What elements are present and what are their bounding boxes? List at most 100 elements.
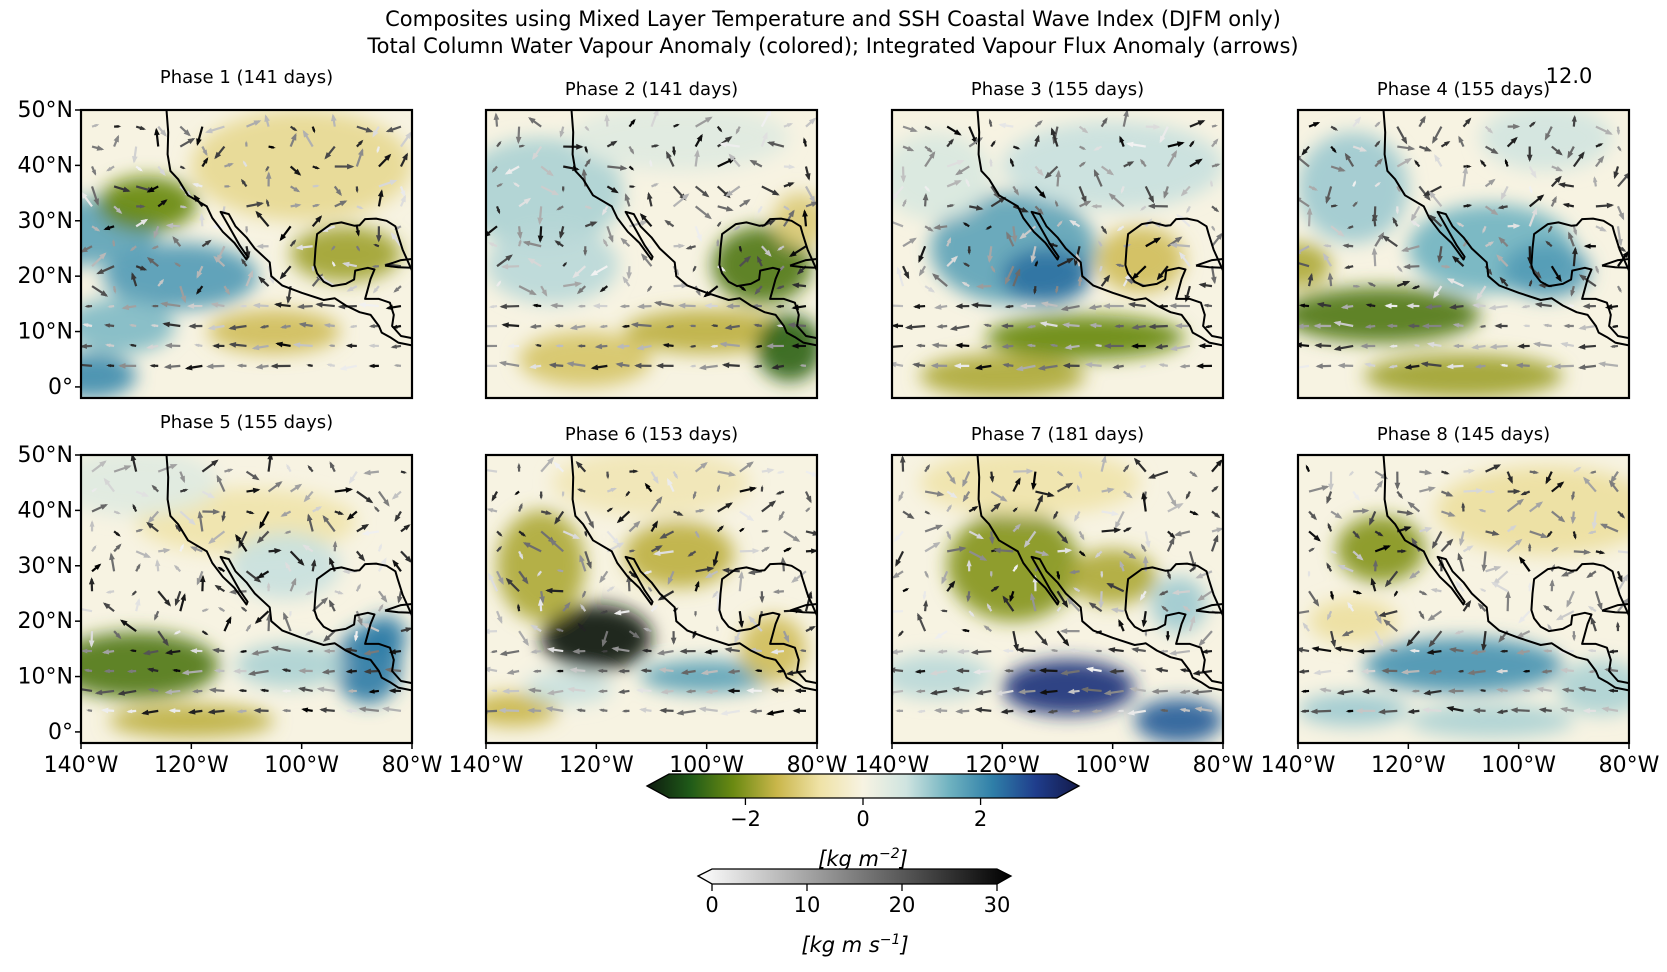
colorbar-tick-label: 20 bbox=[889, 893, 916, 917]
map-panel-3: Phase 3 (155 days) bbox=[881, 79, 1223, 398]
flux-arrow-head bbox=[885, 609, 892, 615]
x-tick-label: 120°W bbox=[154, 753, 229, 778]
flux-arrow-head bbox=[884, 344, 892, 350]
figure-title-line-1: Composites using Mixed Layer Temperature… bbox=[385, 7, 1281, 31]
figure-title-line-2: Total Column Water Vapour Anomaly (color… bbox=[366, 34, 1298, 58]
x-tick-label: 140°W bbox=[449, 753, 524, 778]
panel-title: Phase 8 (145 days) bbox=[1377, 424, 1550, 445]
panel-title: Phase 3 (155 days) bbox=[971, 79, 1144, 100]
tcwv-colorbar: [kg m−2] −2 0 2 bbox=[647, 774, 1079, 871]
flux-arrow-shaft bbox=[886, 346, 903, 347]
y-tick-label: 10°N bbox=[18, 665, 73, 690]
flux-colorbar-label: [kg m s−1] bbox=[801, 932, 908, 957]
y-tick-label: 30°N bbox=[18, 209, 73, 234]
flux-arrow-head bbox=[884, 219, 892, 224]
flux-arrow-head bbox=[1289, 365, 1297, 371]
flux-arrow-shaft bbox=[886, 611, 903, 612]
y-tick-label: 40°N bbox=[18, 153, 73, 178]
map-panel-2: Phase 2 (141 days) bbox=[458, 79, 828, 398]
tcwv-anomaly-blob bbox=[109, 704, 274, 737]
tcwv-anomaly-blob bbox=[1408, 704, 1574, 737]
y-tick-label: 10°N bbox=[18, 320, 73, 345]
y-tick-label: 50°N bbox=[18, 98, 73, 123]
panel-title: Phase 7 (181 days) bbox=[971, 424, 1144, 445]
tcwv-anomaly-blob bbox=[291, 226, 401, 281]
tcwv-anomaly-blob bbox=[1364, 638, 1563, 693]
tcwv-anomaly-blob bbox=[986, 315, 1185, 359]
tcwv-anomaly-blob bbox=[552, 449, 751, 515]
flux-arrow-shaft bbox=[77, 365, 93, 366]
y-tick-label: 0° bbox=[48, 720, 73, 745]
colorbar-tick-label: −2 bbox=[730, 807, 761, 831]
y-tick-label: 50°N bbox=[18, 443, 73, 468]
map-panels: Phase 1 (141 days) 50°N 40°N 30°N 20°N 10°N 0°… bbox=[4, 67, 1660, 778]
flux-arrow-head bbox=[477, 467, 485, 473]
x-tick-label: 100°W bbox=[264, 753, 339, 778]
flux-colorbar-bar bbox=[698, 869, 1011, 884]
map-panel-1: Phase 1 (141 days) 50°N 40°N 30°N 20°N 10°N 0° bbox=[4, 67, 412, 400]
x-tick-label: 80°W bbox=[382, 753, 443, 778]
tcwv-colorbar-label: [kg m−2] bbox=[818, 846, 908, 871]
tcwv-anomaly-blob bbox=[773, 193, 828, 248]
tcwv-field bbox=[458, 104, 828, 398]
y-tick-label: 40°N bbox=[18, 498, 73, 523]
flux-arrow-head bbox=[73, 606, 81, 612]
flux-arrow-head bbox=[479, 363, 486, 369]
x-tick-label: 100°W bbox=[1075, 753, 1150, 778]
map-panel-8: Phase 8 (145 days) 140°W 120°W 100°W 80°W bbox=[1261, 424, 1660, 778]
tcwv-anomaly-blob bbox=[1096, 226, 1184, 292]
tcwv-field bbox=[469, 449, 817, 743]
panel-title: Phase 5 (155 days) bbox=[160, 412, 333, 433]
flux-arrow-shaft bbox=[886, 305, 903, 306]
tcwv-anomaly-blob bbox=[920, 449, 1141, 515]
tcwv-anomaly-blob bbox=[1281, 287, 1480, 342]
tcwv-anomaly-blob bbox=[1151, 577, 1206, 632]
tcwv-anomaly-blob bbox=[53, 449, 219, 515]
x-tick-label: 80°W bbox=[1599, 753, 1660, 778]
flux-arrow-head bbox=[476, 323, 483, 329]
flux-colorbar: [kg m s−1] 0 10 20 30 bbox=[698, 869, 1011, 957]
flux-arrow-head bbox=[884, 303, 891, 309]
flux-arrow-head bbox=[1629, 550, 1637, 556]
x-tick-label: 100°W bbox=[1481, 753, 1556, 778]
y-tick-label: 20°N bbox=[18, 609, 73, 634]
colorbar-tick-label: 10 bbox=[794, 893, 821, 917]
panel-title: Phase 4 (155 days) bbox=[1377, 79, 1550, 100]
colorbar-tick-label: 0 bbox=[856, 807, 869, 831]
tcwv-anomaly-blob bbox=[920, 354, 1085, 398]
tcwv-anomaly-blob bbox=[1298, 693, 1408, 726]
tcwv-colorbar-bar bbox=[647, 774, 1079, 798]
colorbar-tick-label: 0 bbox=[705, 893, 718, 917]
tcwv-anomaly-blob bbox=[1002, 660, 1134, 715]
tcwv-anomaly-blob bbox=[1135, 699, 1223, 743]
x-tick-label: 120°W bbox=[559, 753, 634, 778]
map-panel-4: Phase 4 (155 days) bbox=[1265, 79, 1631, 398]
quiver-key-label: 12.0 bbox=[1546, 64, 1593, 88]
tcwv-field bbox=[881, 110, 1223, 398]
y-tick-label: 30°N bbox=[18, 554, 73, 579]
tcwv-anomaly-blob bbox=[1364, 354, 1563, 398]
y-tick-label: 20°N bbox=[18, 264, 73, 289]
x-tick-label: 120°W bbox=[1371, 753, 1446, 778]
tcwv-anomaly-blob bbox=[519, 332, 651, 387]
tcwv-anomaly-blob bbox=[53, 632, 219, 698]
tcwv-anomaly-blob bbox=[1502, 243, 1590, 298]
flux-arrow-shaft bbox=[482, 711, 497, 712]
tcwv-anomaly-blob bbox=[208, 309, 340, 353]
map-panel-5: Phase 5 (155 days) 50°N 40°N 30°N 20°N 10°N 0°… bbox=[18, 412, 443, 778]
x-tick-label: 140°W bbox=[44, 753, 119, 778]
panel-title: Phase 6 (153 days) bbox=[565, 424, 738, 445]
colorbar-tick-label: 30 bbox=[984, 893, 1011, 917]
tcwv-anomaly-blob bbox=[525, 671, 613, 704]
panel-title: Phase 2 (141 days) bbox=[565, 79, 738, 100]
y-tick-label: 0° bbox=[48, 375, 73, 400]
colorbar-tick-label: 2 bbox=[974, 807, 987, 831]
tcwv-anomaly-blob bbox=[230, 533, 340, 599]
x-tick-label: 140°W bbox=[1261, 753, 1336, 778]
tcwv-anomaly-blob bbox=[1557, 660, 1645, 715]
x-tick-label: 80°W bbox=[1193, 753, 1254, 778]
panel-title: Phase 1 (141 days) bbox=[160, 67, 333, 88]
